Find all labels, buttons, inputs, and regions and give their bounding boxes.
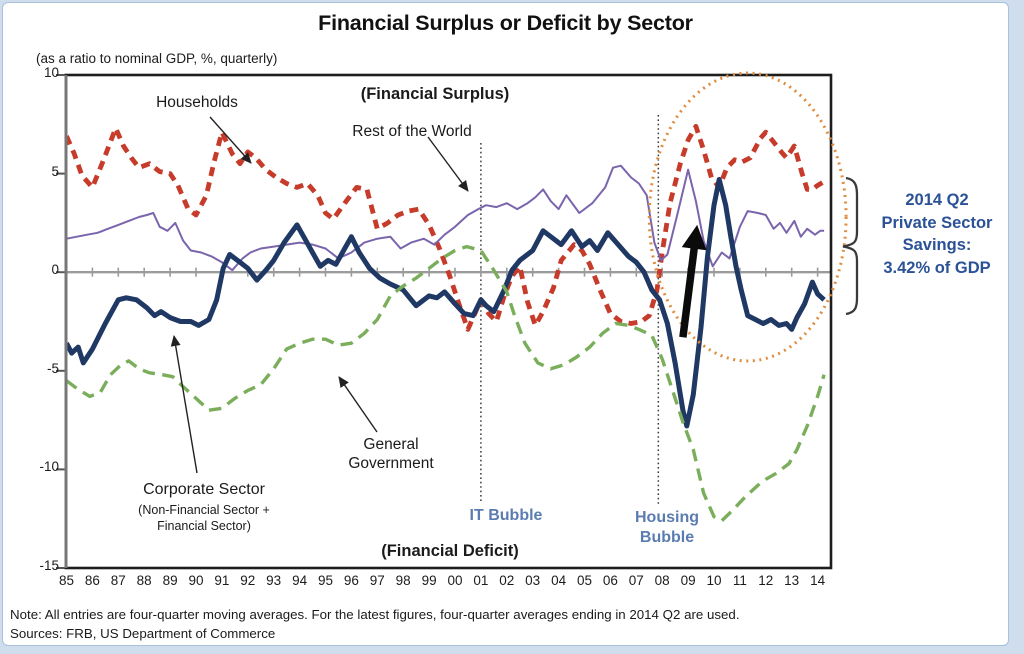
x-tick-label: 92 (240, 573, 256, 588)
x-tick-label: 95 (317, 573, 334, 588)
slide: Financial Surplus or Deficit by Sector (… (2, 2, 1009, 646)
x-tick-label: 03 (525, 573, 541, 588)
y-tick-label: 10 (43, 65, 59, 80)
x-tick-label: 90 (188, 573, 204, 588)
x-tick-label: 07 (628, 573, 644, 588)
rest_of_world-series-line (66, 164, 825, 272)
note-text: Note: All entries are four-quarter movin… (10, 607, 740, 622)
x-tick-label: 86 (84, 573, 100, 588)
y-tick-label: 5 (51, 163, 59, 179)
households-label: Households (156, 94, 238, 111)
x-tick-label: 05 (576, 573, 593, 588)
sources-text: Sources: FRB, US Department of Commerce (10, 626, 276, 641)
x-tick-label: 99 (421, 573, 437, 588)
x-tick-label: 93 (266, 573, 282, 588)
x-tick-label: 08 (654, 573, 670, 588)
x-tick-label: 10 (706, 573, 722, 588)
y-tick-label: -15 (39, 558, 59, 573)
x-tick-label: 14 (810, 573, 826, 588)
highlight-ellipse (647, 71, 848, 363)
y-tick-label: 0 (51, 262, 59, 278)
x-tick-label: 85 (58, 573, 75, 588)
x-tick-label: 09 (680, 573, 696, 588)
corporate-sector-label: Corporate Sector (Non-Financial Sector +… (138, 481, 270, 533)
chart-title: Financial Surplus or Deficit by Sector (318, 11, 693, 35)
x-tick-label: 94 (292, 573, 308, 588)
chart-subtitle: (as a ratio to nominal GDP, %, quarterly… (36, 51, 278, 66)
x-tick-label: 02 (499, 573, 515, 588)
savings-callout: 2014 Q2 Private Sector Savings: 3.42% of… (881, 191, 993, 277)
x-tick-label: 01 (473, 573, 489, 588)
y-tick-label: -10 (39, 459, 59, 475)
x-tick-label: 88 (136, 573, 152, 588)
x-tick-label: 04 (551, 573, 567, 588)
x-tick-label: 06 (602, 573, 618, 588)
savings-brace (842, 176, 859, 316)
it-bubble-label: IT Bubble (469, 507, 543, 524)
x-tick-label: 98 (395, 573, 411, 588)
x-tick-label: 12 (758, 573, 774, 588)
general-government-label: General Government (348, 436, 434, 472)
y-tick-label: -5 (46, 360, 59, 376)
rest-of-world-arrow (427, 136, 469, 192)
x-tick-label: 13 (784, 573, 800, 588)
general-government-arrow (338, 376, 378, 433)
corporate-series-line (64, 177, 826, 429)
financial-deficit-label: (Financial Deficit) (381, 542, 519, 560)
x-tick-label: 97 (369, 573, 385, 588)
corporate-sector-arrow (170, 335, 198, 474)
surge-arrow-head (681, 224, 707, 251)
x-tick-label: 89 (162, 573, 178, 588)
x-tick-label: 96 (343, 573, 359, 588)
households-series-line (64, 123, 826, 332)
housing-bubble-label: Housing Bubble (635, 509, 699, 546)
x-tick-label: 91 (214, 573, 230, 588)
x-tick-label: 00 (447, 573, 463, 588)
x-tick-label: 11 (732, 573, 747, 588)
x-tick-label: 87 (110, 573, 126, 588)
financial-surplus-label: (Financial Surplus) (360, 85, 510, 103)
households-arrow (209, 116, 252, 164)
surge-arrow-shaft (679, 243, 699, 338)
rest-of-world-label: Rest of the World (352, 123, 472, 140)
